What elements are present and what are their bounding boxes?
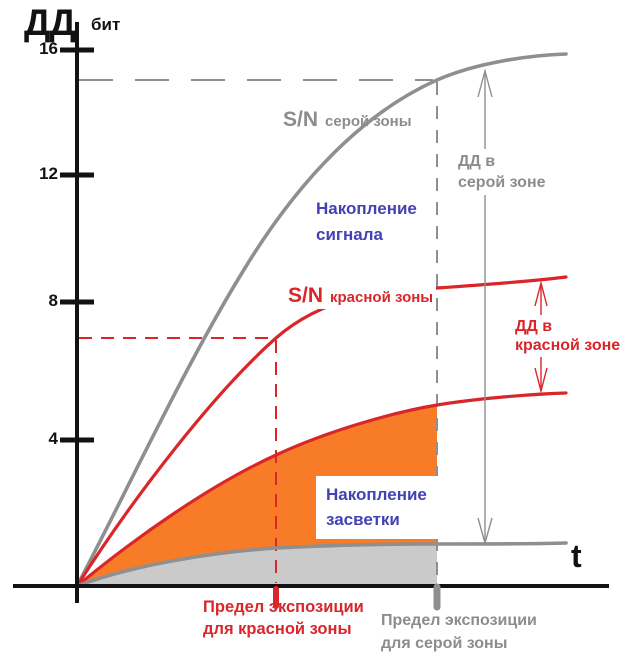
dd-gray-zone-line2: серой зоне: [458, 174, 546, 191]
noise-curve: [75, 541, 568, 588]
sn-gray-label: S/N серой зоны: [283, 108, 412, 132]
dd-gray-arrow-head-up: [477, 68, 493, 98]
exposure-limit-gray-line2: для серой зоны: [381, 635, 508, 652]
sn-gray-label-text: серой зоны: [325, 113, 412, 130]
flare-area: [77, 405, 437, 586]
dd-red-zone-line2: красной зоне: [515, 337, 621, 354]
y-axis-title: ДД: [24, 2, 76, 43]
sn-gray-label-prefix: S/N: [283, 108, 319, 131]
x-axis-title: t: [571, 538, 582, 574]
dd-red-arrow-head-up: [534, 280, 548, 307]
exposure-limit-red-line1: Предел экспозиции: [203, 598, 364, 616]
flare-accumulation-line1: Накопление: [326, 485, 427, 504]
exposure-limit-gray-label: Предел экспозиции для серой зоны: [381, 609, 537, 655]
y-tick-label-4: 4: [48, 429, 58, 448]
signal-accumulation-line1: Накопление: [316, 199, 417, 218]
dd-red-arrow-head-down: [534, 367, 548, 394]
sn-red-label-prefix: S/N: [288, 284, 324, 307]
flare-accumulation-line2: засветки: [326, 510, 400, 529]
y-axis-unit: бит: [91, 15, 121, 34]
dd-red-zone-line1: ДД в: [515, 318, 553, 335]
sn-gray-curve: [75, 52, 568, 588]
exposure-limit-gray-line1: Предел экспозиции: [381, 612, 537, 629]
dd-gray-zone-line1: ДД в: [458, 153, 496, 170]
sn-red-label: S/N красной зоны: [285, 283, 437, 309]
noise-area: [77, 544, 437, 586]
y-tick-label-16: 16: [39, 39, 58, 58]
signal-accumulation-label: Накопление сигнала: [316, 196, 417, 248]
flare-curve: [75, 391, 568, 588]
y-tick-label-8: 8: [48, 291, 58, 310]
dd-red-zone-label: ДД в красной зоне: [511, 315, 625, 357]
dd-gray-zone-label: ДД в серой зоне: [454, 149, 550, 195]
flare-accumulation-label: Накопление засветки: [316, 476, 439, 539]
dd-gray-arrow-head-down: [477, 517, 493, 546]
exposure-limit-red-label: Предел экспозиции для красной зоны: [203, 596, 364, 640]
exposure-limit-red-line2: для красной зоны: [203, 620, 352, 638]
sn-red-label-text: красной зоны: [330, 289, 434, 306]
y-tick-label-12: 12: [39, 164, 58, 183]
signal-accumulation-line2: сигнала: [316, 225, 383, 244]
